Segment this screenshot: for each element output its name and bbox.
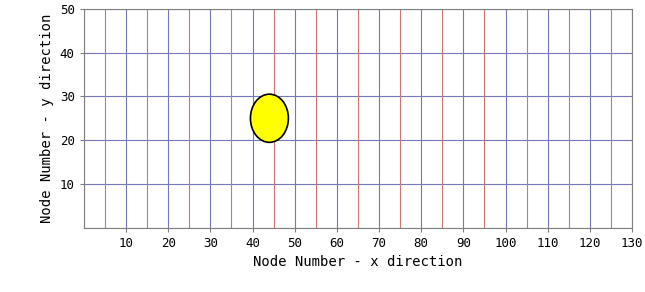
Ellipse shape [250, 94, 288, 142]
X-axis label: Node Number - x direction: Node Number - x direction [253, 255, 462, 269]
Y-axis label: Node Number - y direction: Node Number - y direction [40, 13, 54, 223]
